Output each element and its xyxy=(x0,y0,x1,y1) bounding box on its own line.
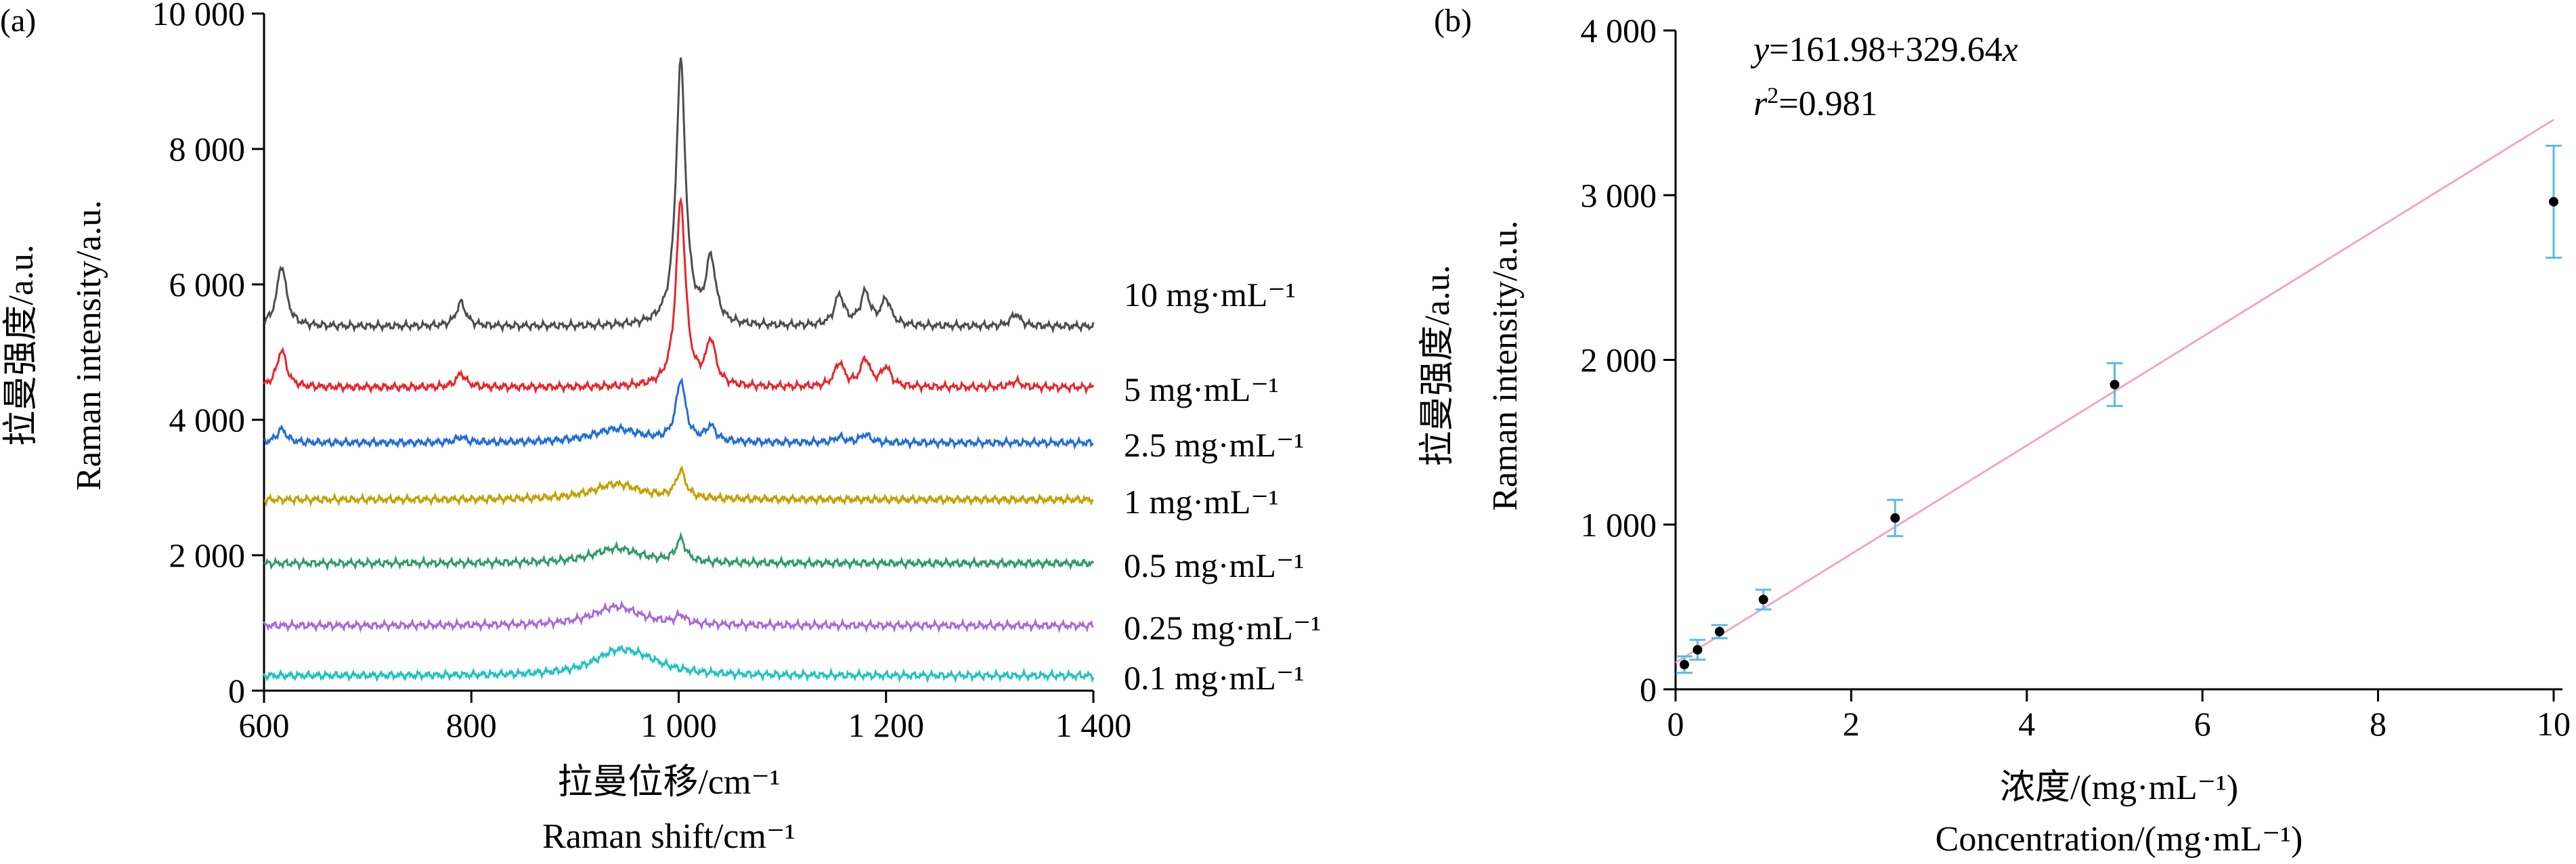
x-tick-label: 6 xyxy=(2194,705,2211,743)
series-label: 0.5 mg·mL⁻¹ xyxy=(1124,546,1304,584)
y-tick-label: 0 xyxy=(228,672,245,710)
spectrum-line xyxy=(263,58,1095,334)
spectrum-line xyxy=(263,599,1094,634)
x-tick-label: 10 xyxy=(2537,705,2571,743)
x-tick-label: 0 xyxy=(1667,705,1684,743)
panel-b-ylabel-en: Raman intensity/a.u. xyxy=(1486,221,1525,511)
spectrum-line xyxy=(263,377,1094,450)
y-tick-label: 4 000 xyxy=(1581,12,1657,49)
panel-b-points xyxy=(1676,144,2562,674)
panel-a-xlabel-en: Raman shift/cm⁻¹ xyxy=(542,817,795,856)
x-tick-label: 4 xyxy=(2018,705,2035,743)
y-tick-label: 3 000 xyxy=(1581,176,1657,214)
spectrum-line xyxy=(263,465,1094,507)
panel-b-axes xyxy=(1674,30,2562,691)
series-label: 5 mg·mL⁻¹ xyxy=(1124,370,1279,408)
equation-coeffs: =161.98+329.64 xyxy=(1769,30,2003,69)
r2-r: r xyxy=(1753,85,1768,123)
spectrum-line xyxy=(263,196,1095,395)
x-tick-label: 2 xyxy=(1843,705,1860,743)
panel-b: (b) 0 1 000 2 000 3 000 4 000 0 2 4 6 8 10 y=161.… xyxy=(1418,3,2571,859)
equation-x: x xyxy=(2002,30,2018,69)
panel-a-x-ticks: 600 800 1 000 1 200 1 400 xyxy=(239,691,1132,744)
spectrum-line xyxy=(263,532,1095,571)
panel-a-legend: 10 mg·mL⁻¹ 5 mg·mL⁻¹ 2.5 mg·mL⁻¹ 1 mg·mL⁻¹ 0… xyxy=(1124,276,1321,697)
y-tick-label: 10 000 xyxy=(152,0,246,33)
y-tick-label: 1 000 xyxy=(1581,506,1657,544)
panel-a-label: (a) xyxy=(0,3,36,39)
x-tick-label: 600 xyxy=(239,706,290,744)
panel-b-r2: r2=0.981 xyxy=(1753,83,1878,123)
x-tick-label: 1 400 xyxy=(1055,706,1132,744)
series-label: 0.1 mg·mL⁻¹ xyxy=(1124,659,1304,697)
panel-b-equation: y=161.98+329.64x xyxy=(1750,30,2018,69)
panel-a-series xyxy=(263,58,1095,684)
panel-b-xlabel-cn: 浓度/(mg·mL⁻¹) xyxy=(2000,769,2238,807)
series-label: 1 mg·mL⁻¹ xyxy=(1124,483,1279,521)
r2-sup: 2 xyxy=(1767,83,1778,108)
y-tick-label: 4 000 xyxy=(169,401,246,439)
panel-b-y-ticks: 0 1 000 2 000 3 000 4 000 xyxy=(1581,12,1676,708)
panel-a: (a) 0 2 000 4 000 6 000 8 000 10 000 600 800 1 … xyxy=(0,0,1321,856)
data-point xyxy=(1679,660,1689,670)
y-tick-label: 2 000 xyxy=(1581,341,1657,379)
x-tick-label: 1 200 xyxy=(848,706,925,744)
data-point xyxy=(1758,595,1768,605)
x-tick-label: 800 xyxy=(446,706,497,744)
data-point xyxy=(2549,196,2558,207)
equation-y: y xyxy=(1750,30,1770,69)
series-label: 0.25 mg·mL⁻¹ xyxy=(1124,609,1321,647)
data-point xyxy=(1693,645,1703,655)
spectrum-line xyxy=(263,645,1095,684)
r2-value: =0.981 xyxy=(1778,85,1877,123)
y-tick-label: 8 000 xyxy=(169,130,246,168)
y-tick-label: 2 000 xyxy=(169,536,246,574)
x-tick-label: 8 xyxy=(2370,705,2386,743)
series-label: 10 mg·mL⁻¹ xyxy=(1124,276,1296,314)
series-label: 2.5 mg·mL⁻¹ xyxy=(1124,426,1304,464)
data-point xyxy=(1714,626,1724,636)
panel-a-xlabel-cn: 拉曼位移/cm⁻¹ xyxy=(557,763,780,802)
panel-b-ylabel-cn: 拉曼强度/a.u. xyxy=(1418,265,1457,467)
y-tick-label: 0 xyxy=(1640,670,1657,708)
y-tick-label: 6 000 xyxy=(169,265,246,303)
panel-b-label: (b) xyxy=(1434,3,1472,39)
data-point xyxy=(2110,379,2120,389)
panel-b-x-ticks: 0 2 4 6 8 10 xyxy=(1667,689,2571,743)
x-tick-label: 1 000 xyxy=(640,706,717,744)
panel-b-xlabel-en: Concentration/(mg·mL⁻¹) xyxy=(1936,820,2303,859)
panel-a-ylabel-cn: 拉曼强度/a.u. xyxy=(2,244,41,446)
panel-a-ylabel-en: Raman intensity/a.u. xyxy=(70,200,108,491)
data-point xyxy=(1890,513,1900,523)
panel-a-y-ticks: 0 2 000 4 000 6 000 8 000 10 000 xyxy=(152,0,264,710)
